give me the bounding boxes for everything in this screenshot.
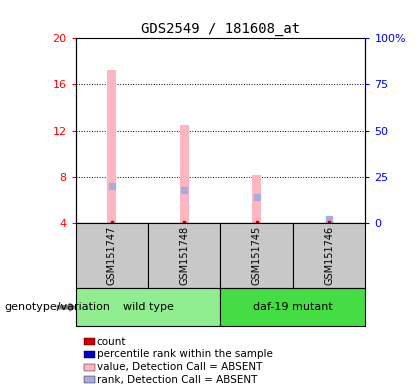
Text: GSM151748: GSM151748 <box>179 226 189 285</box>
Text: GSM151746: GSM151746 <box>324 226 334 285</box>
Title: GDS2549 / 181608_at: GDS2549 / 181608_at <box>141 22 300 36</box>
Text: rank, Detection Call = ABSENT: rank, Detection Call = ABSENT <box>97 375 257 384</box>
Bar <box>325 222 333 223</box>
Text: value, Detection Call = ABSENT: value, Detection Call = ABSENT <box>97 362 262 372</box>
Text: GSM151747: GSM151747 <box>107 226 117 285</box>
Text: percentile rank within the sample: percentile rank within the sample <box>97 349 273 359</box>
Bar <box>180 125 189 223</box>
Bar <box>108 70 116 223</box>
Text: GSM151745: GSM151745 <box>252 226 262 285</box>
Text: genotype/variation: genotype/variation <box>4 302 110 312</box>
Text: daf-19 mutant: daf-19 mutant <box>253 302 333 312</box>
Bar <box>252 175 261 223</box>
Text: wild type: wild type <box>123 302 173 312</box>
Text: count: count <box>97 337 126 347</box>
